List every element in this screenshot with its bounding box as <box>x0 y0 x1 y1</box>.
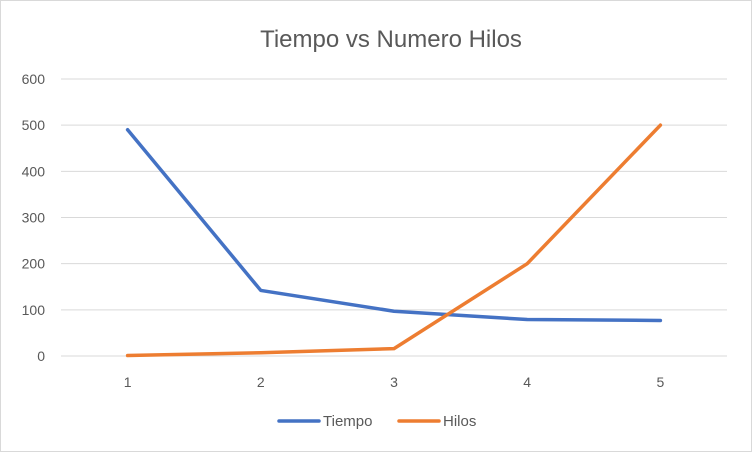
legend-label-tiempo: Tiempo <box>323 413 372 430</box>
series-line-hilos <box>125 123 663 358</box>
y-tick-label: 300 <box>22 210 46 226</box>
legend-label-hilos: Hilos <box>443 413 476 430</box>
x-tick-label: 5 <box>657 374 665 390</box>
x-tick-label: 4 <box>523 374 531 390</box>
series-lines <box>125 123 663 358</box>
legend: Tiempo Hilos <box>277 413 476 430</box>
y-tick-label: 100 <box>22 302 46 318</box>
x-axis-ticks: 1 2 3 4 5 <box>124 374 665 390</box>
y-tick-label: 600 <box>22 71 46 87</box>
y-tick-label: 200 <box>22 256 46 272</box>
chart-title: Tiempo vs Numero Hilos <box>260 26 522 53</box>
y-tick-label: 400 <box>22 163 46 179</box>
x-tick-label: 3 <box>390 374 398 390</box>
y-tick-label: 500 <box>22 117 46 133</box>
y-axis-ticks: 0 100 200 300 400 500 600 <box>22 71 46 364</box>
gridlines <box>61 78 727 357</box>
x-tick-label: 1 <box>124 374 132 390</box>
series-line-tiempo <box>125 128 663 323</box>
x-tick-label: 2 <box>257 374 265 390</box>
y-tick-label: 0 <box>37 348 45 364</box>
